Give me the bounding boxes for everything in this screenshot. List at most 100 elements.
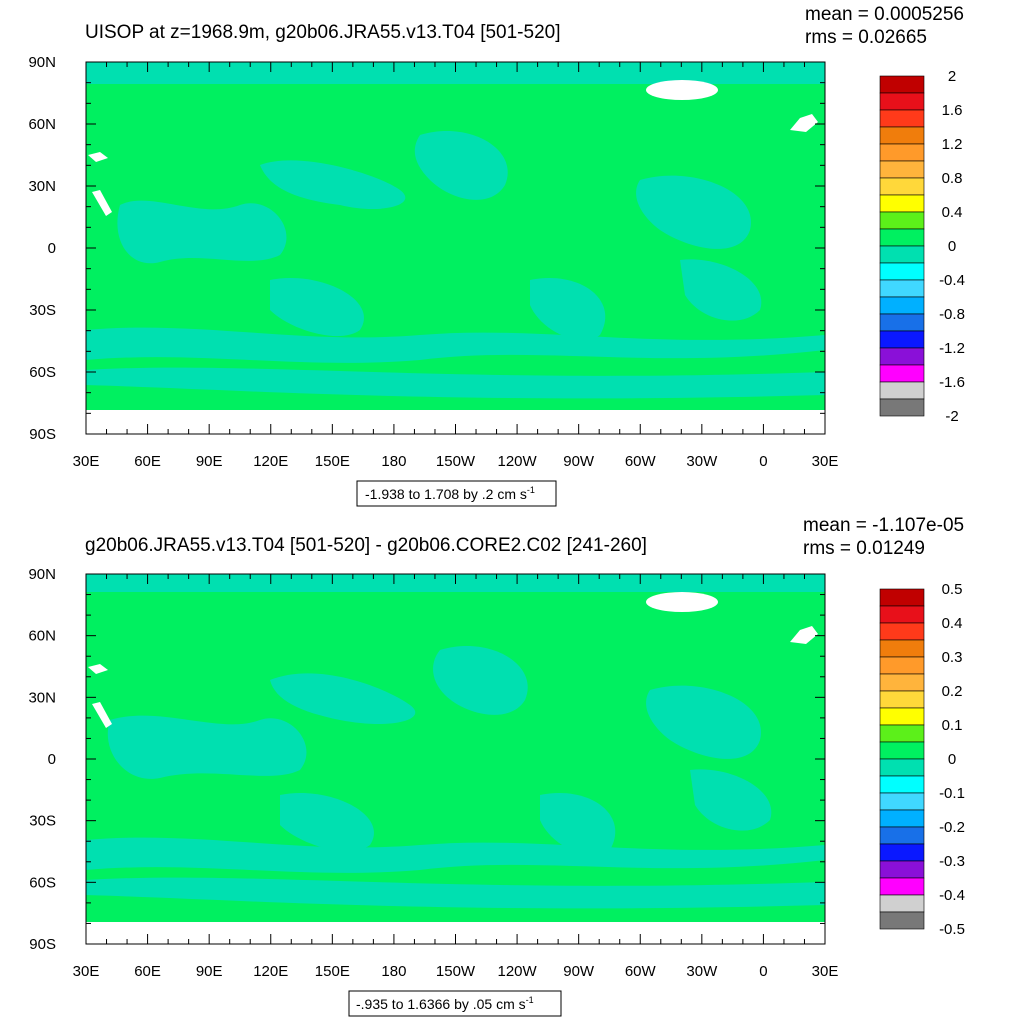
x-tick-label: 90W [563, 963, 595, 980]
x-tick-label: 60E [134, 453, 161, 470]
colorbar-swatch [879, 262, 925, 281]
x-tick-label: 60W [625, 453, 657, 470]
colorbar-swatch [879, 143, 925, 162]
colorbar-swatch [879, 92, 925, 111]
x-tick-label: 0 [759, 453, 767, 470]
panel-1-colorbar: 2 1.6 1.2 0.8 0.4 0 -0.4 -0.8 -1.2 -1.6 -2 [879, 68, 965, 425]
colorbar-swatch [879, 792, 925, 811]
x-tick-label: 150W [436, 963, 476, 980]
panel-1-negative-anomaly-patches [86, 62, 825, 399]
x-tick-label: 30W [686, 963, 718, 980]
colorbar-label: 1.2 [942, 136, 963, 153]
panel-1-title: UISOP at z=1968.9m, g20b06.JRA55.v13.T04… [85, 22, 560, 43]
colorbar-label: 0.4 [942, 204, 963, 221]
x-tick-label: 120E [253, 453, 288, 470]
x-tick-label: 150W [436, 453, 476, 470]
y-tick-label: 90S [29, 426, 56, 443]
colorbar-swatch [879, 826, 925, 845]
colorbar-label: -0.2 [939, 819, 965, 836]
panel-2-title: g20b06.JRA55.v13.T04 [501-520] - g20b06.… [85, 535, 647, 556]
colorbar-swatch [879, 245, 925, 264]
panel-2-land-patch-w [88, 664, 108, 674]
panel-1-info-box: -1.938 to 1.708 by .2 cm s-1 [356, 480, 557, 507]
panel-1-info-text: -1.938 to 1.708 by .2 cm s [365, 486, 527, 502]
y-tick-label: 90N [28, 54, 56, 71]
colorbar-label: 0.2 [942, 683, 963, 700]
colorbar-label: 1.6 [942, 102, 963, 119]
colorbar-swatch [879, 364, 925, 383]
x-tick-label: 60W [625, 963, 657, 980]
colorbar-label: -0.1 [939, 785, 965, 802]
colorbar-swatch [879, 622, 925, 641]
panel-1-land-patch-w [88, 152, 108, 162]
x-tick-label: 180 [381, 453, 406, 470]
colorbar-swatch [879, 758, 925, 777]
colorbar-swatch [879, 330, 925, 349]
x-tick-label: 60E [134, 963, 161, 980]
y-tick-label: 30N [28, 689, 56, 706]
x-tick-label: 30E [812, 453, 839, 470]
panel-1-map: 30E 60E 90E 120E 150E 180 150W 120W 90W 60W 30W 0 30… [28, 54, 838, 470]
x-tick-label: 120W [497, 453, 537, 470]
y-tick-label: 30S [29, 813, 56, 830]
x-tick-label: 90W [563, 453, 595, 470]
colorbar-label: -0.4 [939, 887, 965, 904]
colorbar-label: -2 [945, 408, 958, 425]
colorbar-label: -0.8 [939, 306, 965, 323]
colorbar-swatch [879, 228, 925, 247]
colorbar-swatch [879, 894, 925, 913]
colorbar-swatch [879, 313, 925, 332]
y-tick-label: 30N [28, 178, 56, 195]
colorbar-swatch [879, 381, 925, 400]
colorbar-swatch [879, 639, 925, 658]
x-tick-label: 90E [196, 453, 223, 470]
colorbar-swatch [879, 707, 925, 726]
colorbar-swatch [879, 911, 925, 930]
colorbar-swatch [879, 690, 925, 709]
colorbar-swatch [879, 656, 925, 675]
y-tick-label: 60N [28, 116, 56, 133]
y-tick-label: 60S [29, 364, 56, 381]
x-tick-label: 180 [381, 963, 406, 980]
colorbar-swatch [879, 860, 925, 879]
y-tick-label: 0 [48, 240, 56, 257]
panel-2-info-text: -.935 to 1.6366 by .05 cm s [356, 996, 526, 1012]
colorbar-label: 0.5 [942, 581, 963, 598]
panel-2-info-box: -.935 to 1.6366 by .05 cm s-1 [348, 990, 562, 1017]
colorbar-swatch [879, 741, 925, 760]
colorbar-swatch [879, 296, 925, 315]
panel-2-x-ticks: 30E 60E 90E 120E 150E 180 150W 120W 90W 60W 30W 0 30… [73, 574, 838, 980]
colorbar-swatch [879, 724, 925, 743]
y-tick-label: 60S [29, 874, 56, 891]
colorbar-swatch [879, 843, 925, 862]
panel-1-rms: rms = 0.02665 [805, 27, 927, 48]
x-tick-label: 120W [497, 963, 537, 980]
panel-2-info-sup: -1 [526, 995, 534, 1005]
colorbar-swatch [879, 809, 925, 828]
colorbar-label: -1.2 [939, 340, 965, 357]
colorbar-swatch [879, 673, 925, 692]
x-tick-label: 0 [759, 963, 767, 980]
x-tick-label: 150E [315, 453, 350, 470]
colorbar-swatch [879, 605, 925, 624]
panel-1-x-ticks: 30E 60E 90E 120E 150E 180 150W 120W 90W 60W 30W 0 30… [73, 62, 839, 470]
panel-2-y-ticks: 90N 60N 30N 0 30S 60S 90S [28, 566, 825, 953]
colorbar-swatch [879, 75, 925, 94]
svg-text:-1.938 to 1.708 by .2 cm s-1: -1.938 to 1.708 by .2 cm s-1 [365, 485, 535, 502]
y-tick-label: 0 [48, 751, 56, 768]
panel-2-map: 30E 60E 90E 120E 150E 180 150W 120W 90W 60W 30W 0 30… [28, 566, 838, 980]
colorbar-swatch [879, 877, 925, 896]
panel-1-info-sup: -1 [527, 485, 535, 495]
y-tick-label: 60N [28, 628, 56, 645]
colorbar-swatch [879, 109, 925, 128]
colorbar-label: 0.4 [942, 615, 963, 632]
colorbar-swatch [879, 279, 925, 298]
colorbar-swatch [879, 126, 925, 145]
panel-2-land-patch-ne [790, 626, 818, 644]
colorbar-swatch [879, 398, 925, 417]
colorbar-label: -0.5 [939, 921, 965, 938]
panel-2-colorbar: 0.5 0.4 0.3 0.2 0.1 0 -0.1 -0.2 -0.3 -0.4 -0.5 [879, 581, 965, 938]
colorbar-swatch [879, 775, 925, 794]
panel-2-madagascar [92, 702, 112, 728]
